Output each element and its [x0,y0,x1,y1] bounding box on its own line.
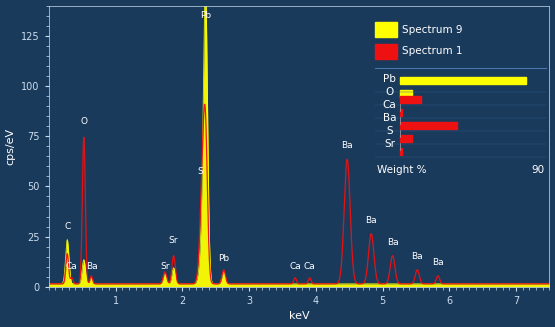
Bar [400,96,421,103]
X-axis label: keV: keV [289,311,310,321]
Text: Sr: Sr [169,236,178,245]
Text: Ca: Ca [383,100,396,110]
Bar [400,122,457,129]
Text: Spectrum 1: Spectrum 1 [402,46,462,56]
Text: Ba: Ba [411,252,423,261]
Bar [400,135,412,142]
Text: Sr: Sr [160,262,170,271]
Text: Ba: Ba [365,215,377,225]
Text: Sr: Sr [384,139,395,149]
Bar [400,90,412,97]
Text: 90: 90 [531,165,544,175]
Bar [375,43,397,59]
Text: Ca: Ca [289,262,301,271]
Text: Spectrum 9: Spectrum 9 [402,25,462,35]
Text: Ba: Ba [387,238,398,247]
Text: Ba: Ba [432,258,444,267]
Text: C: C [64,222,70,231]
Text: Pb: Pb [218,254,229,263]
Text: O: O [386,87,393,97]
Y-axis label: cps/eV: cps/eV [6,128,16,165]
Text: Ca: Ca [304,262,316,271]
Text: Ba: Ba [87,262,98,271]
Text: Ba: Ba [383,113,396,123]
Bar [400,148,402,155]
Text: O: O [80,117,87,126]
Bar [400,77,526,84]
Bar [400,109,402,116]
Text: S: S [386,126,393,136]
Bar [375,22,397,38]
Text: Ba: Ba [341,141,353,150]
Text: Pb: Pb [383,74,396,84]
Text: Weight %: Weight % [377,165,427,175]
Text: Ca: Ca [66,262,78,271]
Text: S: S [198,167,203,176]
Text: Pb: Pb [200,10,211,20]
